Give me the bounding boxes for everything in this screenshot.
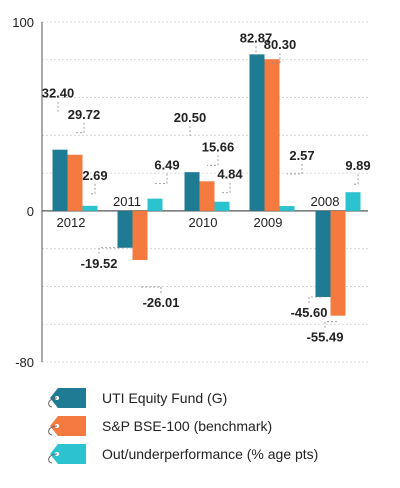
data-label: 2.69 [82,168,107,183]
data-label: -45.60 [291,305,328,320]
data-label: -19.52 [81,256,118,271]
price-tag-icon [48,388,86,408]
category-label: 2011 [113,194,141,209]
data-label: 82.87 [240,30,273,45]
bar [184,172,200,211]
data-labels: 32.40 29.72 2.69 -19.52 -26.01 6.49 20.50 15.66… [42,30,371,344]
category-label: 2012 [57,215,86,230]
category-labels: 2012 2011 2010 2009 2008 [57,194,340,230]
bar [52,149,68,211]
category-label: 2008 [311,194,340,209]
label-leader [155,173,168,185]
bar-chart: 2012 2011 2010 2009 2008 32.40 29.72 2.69 -19.5… [12,15,371,370]
data-label: 4.84 [217,167,243,182]
bar [147,198,163,211]
legend-label: Out/underperformance (% age pts) [102,446,319,462]
legend-item-out-underperformance: Out/underperformance (% age pts) [46,442,386,467]
tag-body [50,416,86,436]
legend: UTI Equity Fund (G) S&P BSE-100 (benchma… [46,386,386,470]
data-label: 29.72 [68,107,101,122]
label-leader [353,174,359,185]
price-tag-icon [48,444,86,464]
data-label: 2.57 [289,148,314,163]
label-leader [57,101,60,113]
label-leader [75,122,85,134]
legend-item-bse-100: S&P BSE-100 (benchmark) [46,414,386,439]
label-leader [140,286,162,294]
bar [249,54,265,211]
label-leader [98,247,125,254]
data-label: -55.49 [307,330,344,345]
data-label: -26.01 [143,295,180,310]
bar [117,210,133,248]
data-label: 20.50 [174,110,207,125]
data-label: 6.49 [154,158,179,173]
bar [199,181,215,211]
data-label: 15.66 [202,139,235,154]
bars-layer [52,54,361,316]
label-leader [308,296,323,304]
label-leader [272,53,281,64]
legend-item-uti-equity-fund: UTI Equity Fund (G) [46,386,386,411]
category-label: 2009 [254,215,283,230]
y-tick-label: -80 [15,355,34,370]
bar [132,210,148,261]
legend-label: UTI Equity Fund (G) [102,390,228,406]
label-leader [207,155,219,166]
bar [315,210,331,298]
bar [82,205,98,211]
bar [67,154,83,211]
price-tag-icon [48,416,86,436]
y-axis: 100 0 -80 [12,15,43,370]
label-leader [222,182,231,194]
category-label: 2010 [189,215,218,230]
bar [264,59,280,211]
data-label: 32.40 [42,86,75,101]
tag-body [50,444,86,464]
label-leader [189,126,192,137]
bar [214,201,230,211]
bar [330,210,346,316]
tag-body [50,388,86,408]
legend-label: S&P BSE-100 (benchmark) [102,418,273,434]
bar [345,192,361,211]
bar [279,206,295,211]
y-tick-label: 100 [12,15,34,30]
label-leader [324,321,338,328]
label-leader [287,164,303,175]
data-label: 80.30 [264,37,297,52]
y-tick-label: 0 [27,204,34,219]
data-label: 9.89 [345,158,370,173]
label-leader [90,183,96,195]
